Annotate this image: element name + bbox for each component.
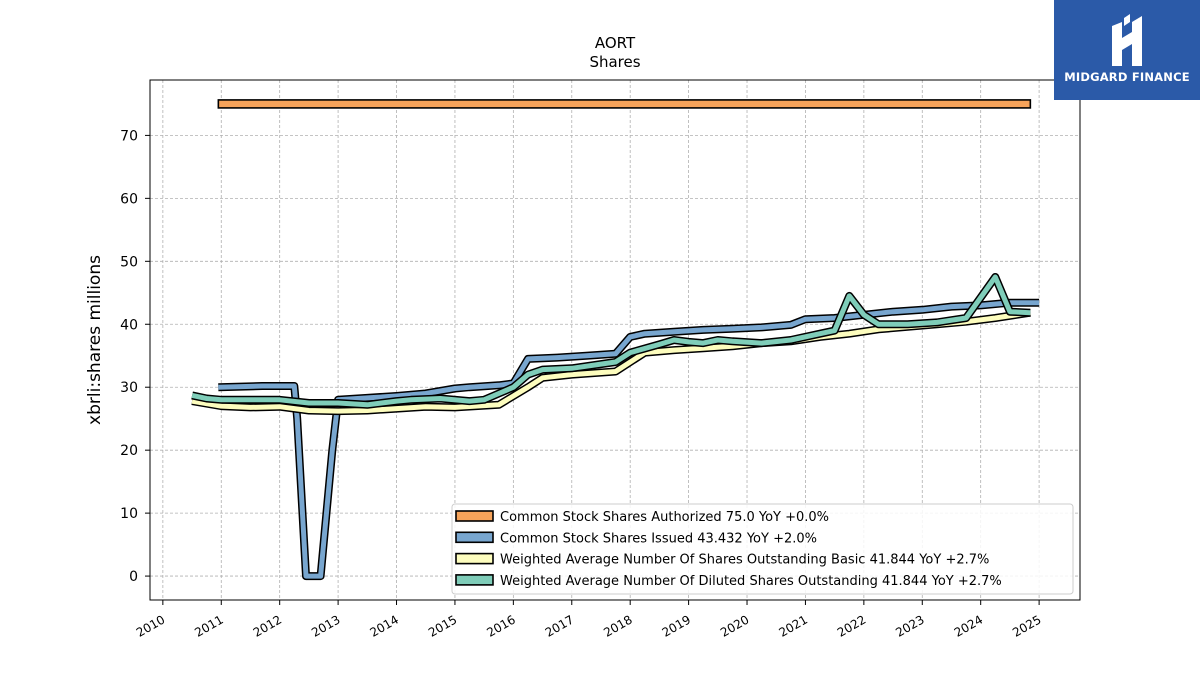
y-tick-label: 40 <box>120 317 138 333</box>
x-tick-label: 2024 <box>952 612 985 639</box>
y-tick-label: 0 <box>129 569 138 585</box>
x-tick-label: 2011 <box>192 612 225 639</box>
legend-swatch <box>455 574 494 586</box>
x-tick-label: 2020 <box>718 612 751 639</box>
y-tick-label: 20 <box>120 443 138 459</box>
x-axis: 2010 2011 2012 2013 2014 2015 2016 2017 2018 2019… <box>134 600 1044 640</box>
series-line-2 <box>218 300 1040 579</box>
x-tick-label: 2021 <box>776 612 809 639</box>
legend-swatch <box>455 552 494 565</box>
y-axis-label: xbrli:shares millions <box>85 255 105 425</box>
series-layer <box>191 99 1040 581</box>
x-tick-label: 2012 <box>251 612 284 639</box>
y-tick-label: 60 <box>120 191 138 207</box>
legend-label: Common Stock Shares Issued 43.432 YoY +2… <box>500 531 817 546</box>
legend-label: Weighted Average Number Of Shares Outsta… <box>500 553 989 568</box>
series-line-4 <box>191 274 1031 408</box>
chart-subtitle: Shares <box>589 53 640 71</box>
x-tick-label: 2014 <box>368 612 401 639</box>
brand-name: MIDGARD FINANCE <box>1064 70 1190 84</box>
y-tick-label: 30 <box>120 380 138 396</box>
legend-box <box>451 503 1074 595</box>
plot-frame <box>149 79 1081 601</box>
y-tick-label: 10 <box>120 506 138 522</box>
x-tick-label: 2018 <box>601 612 634 639</box>
x-tick-label: 2025 <box>1010 612 1043 639</box>
x-tick-label: 2019 <box>660 612 693 639</box>
series-outline <box>191 273 1031 409</box>
x-tick-label: 2023 <box>893 612 926 639</box>
brand-logo: MIDGARD FINANCE <box>1054 0 1200 100</box>
series-bar-authorized <box>217 99 1032 109</box>
y-axis: 0 10 20 30 40 50 60 70 <box>120 128 150 585</box>
x-tick-label: 2017 <box>543 612 576 639</box>
legend: Common Stock Shares Authorized 75.0 YoY … <box>451 503 1074 595</box>
y-tick-label: 50 <box>120 254 138 270</box>
legend-label: Weighted Average Number Of Diluted Share… <box>500 574 1002 589</box>
legend-swatch <box>455 510 494 522</box>
chart-title: AORT <box>595 34 636 52</box>
x-tick-label: 2013 <box>309 612 342 639</box>
legend-label: Common Stock Shares Authorized 75.0 YoY … <box>500 510 829 525</box>
x-tick-label: 2022 <box>835 612 868 639</box>
x-tick-label: 2015 <box>426 612 459 639</box>
legend-swatch <box>455 531 494 544</box>
series-line-3 <box>191 310 1031 414</box>
y-tick-label: 70 <box>120 128 138 144</box>
x-tick-label: 2010 <box>134 612 167 639</box>
x-tick-label: 2016 <box>484 612 517 639</box>
midgard-logo-icon <box>1112 14 1142 66</box>
